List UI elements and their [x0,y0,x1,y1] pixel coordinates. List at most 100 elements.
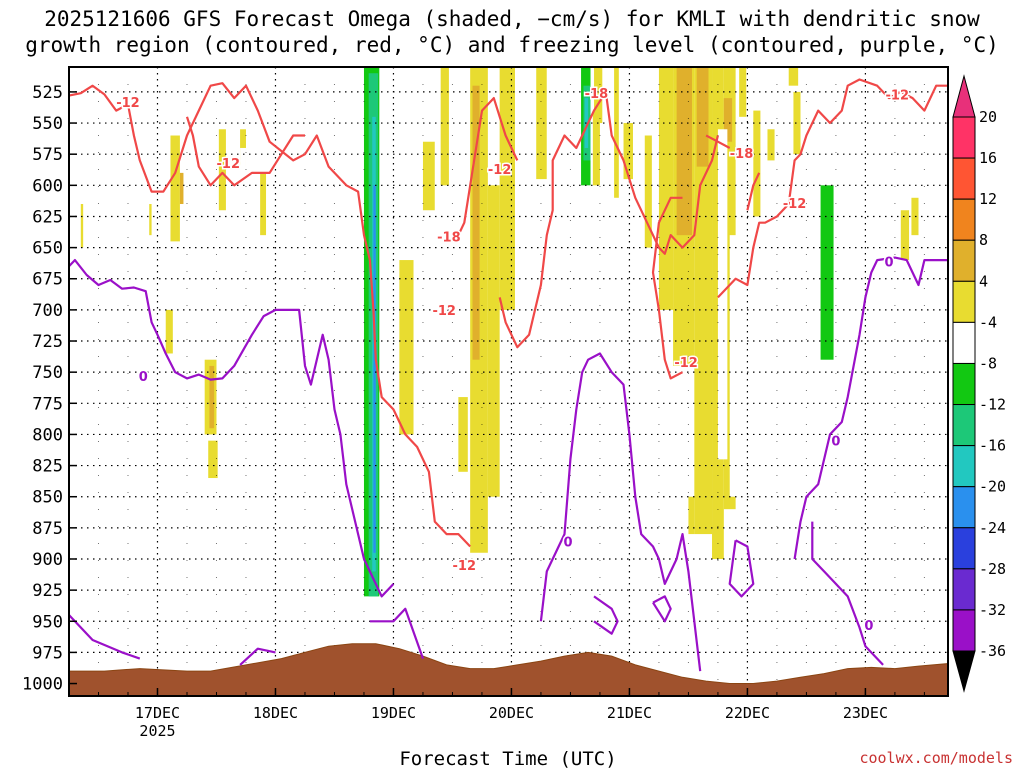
x-tick-label-23DEC: 23DEC [843,704,888,722]
y-tick-label-825: 825 [32,457,63,477]
y-tick-label-950: 950 [32,612,63,632]
omega-cell-70 [800,67,819,541]
omega-cell-4 [179,172,184,205]
omega-cell-69 [782,297,792,373]
dgz-contour-label-5: -12 [453,559,477,574]
y-tick-label-850: 850 [32,488,63,508]
freezing-contour-9 [811,521,884,666]
freezing-contour-label-13: 0 [831,435,840,450]
omega-cell-34 [487,185,500,497]
omega-cell-72 [820,185,834,360]
y-tick-label-650: 650 [32,239,63,259]
contours [68,78,948,672]
omega-cell-79 [918,67,931,398]
x-tick-label-19DEC: 19DEC [371,704,416,722]
dgz-contour-label-10: -12 [886,88,910,103]
y-tick-label-600: 600 [32,176,63,196]
x-tick-label-20DEC: 20DEC [489,704,534,722]
colorbar-swatch-8 [952,445,976,488]
omega-cell-81 [911,197,919,236]
dgz-contour-label-8: -12 [783,197,807,212]
dgz-contour-label-4: -12 [432,304,456,319]
colorbar-top-arrow [952,74,976,118]
colorbar-swatch-10 [952,527,976,570]
dgz-contour-7 [746,172,761,211]
omega-cell-66 [717,129,728,460]
omega-cell-46 [592,110,600,186]
colorbar-label-1: 16 [979,149,997,167]
y-tick-label-800: 800 [32,425,63,445]
omega-cell-33 [472,85,480,360]
omega-cell-11 [186,428,195,603]
omega-cell-27 [373,185,376,553]
omega-cell-0 [80,204,84,248]
terrain-fill [68,643,949,697]
colorbar-swatch-0 [952,116,976,159]
omega-cell-51 [644,135,652,248]
chart-title-line2: growth region (contoured, red, °C) and f… [25,33,999,57]
dgz-contour-label-3: -18 [437,230,461,245]
x-tick-label-22DEC: 22DEC [725,704,770,722]
omega-cell-36 [517,67,525,310]
omega-cell-39 [546,67,559,547]
omega-cell-35 [499,67,515,310]
omega-cell-9 [240,129,246,167]
colorbar-label-2: 12 [979,190,997,208]
omega-cell-6 [209,365,215,429]
colorbar-label-6: -8 [979,354,997,372]
colorbar-label-7: -12 [979,396,1006,414]
omega-cell-29 [422,141,435,211]
freezing-contour-0 [68,259,395,598]
y-tick-label-775: 775 [32,394,63,414]
omega-cell-28 [399,260,414,435]
omega-cell-40 [558,353,577,541]
y-tick-label-725: 725 [32,332,63,352]
omega-cell-61 [739,67,747,117]
freezing-contour-5 [593,595,619,635]
dgz-contour-label-7: -18 [730,147,754,162]
y-tick-label-900: 900 [32,550,63,570]
freezing-contour-label-11: 0 [139,370,148,385]
dgz-contour-2 [185,116,305,187]
y-tick-label-750: 750 [32,363,63,383]
omega-cell-48 [594,67,603,124]
colorbar-bottom-arrow [952,650,976,693]
omega-cell-8 [218,129,226,211]
omega-cell-80 [909,434,919,491]
dgz-contour-5 [705,134,731,149]
y-tick-label-1000: 1000 [22,675,63,695]
colorbar-swatch-12 [952,609,976,652]
colorbar-swatch-3 [952,239,976,282]
colorbar-label-5: -4 [979,313,997,331]
colorbar-swatch-6 [952,362,976,406]
omega-cell-59 [723,98,733,142]
dgz-contour-3 [498,90,719,349]
omega-cell-50 [623,123,633,180]
omega-cell-13 [299,129,309,298]
omega-cell-78 [900,210,910,261]
freezing-contour-label-15: 0 [884,255,893,270]
colorbar-swatch-9 [952,486,976,529]
omega-cell-75 [861,179,878,472]
colorbar-swatch-4 [952,280,976,323]
omega-cell-16 [332,210,341,535]
dgz-contour-6 [717,78,948,299]
omega-cell-7 [208,440,218,479]
omega-cell-23 [428,521,435,566]
y-tick-label-975: 975 [32,643,63,663]
omega-cell-54 [676,67,692,236]
freezing-contour-label-14: 0 [864,619,873,634]
omega-cell-15 [322,185,331,422]
y-tick-label-625: 625 [32,207,63,227]
omega-cell-52 [658,67,674,310]
omega-cell-1 [149,204,152,236]
omega-cell-47 [588,496,595,547]
omega-cell-65 [793,91,801,155]
freezing-contour-3 [239,647,276,666]
colorbar-swatch-11 [952,568,976,611]
omega-cell-31 [458,397,468,472]
colorbar-swatch-7 [952,404,976,447]
credit-text[interactable]: coolwx.com/models [859,749,1013,767]
omega-cell-49 [614,67,619,198]
